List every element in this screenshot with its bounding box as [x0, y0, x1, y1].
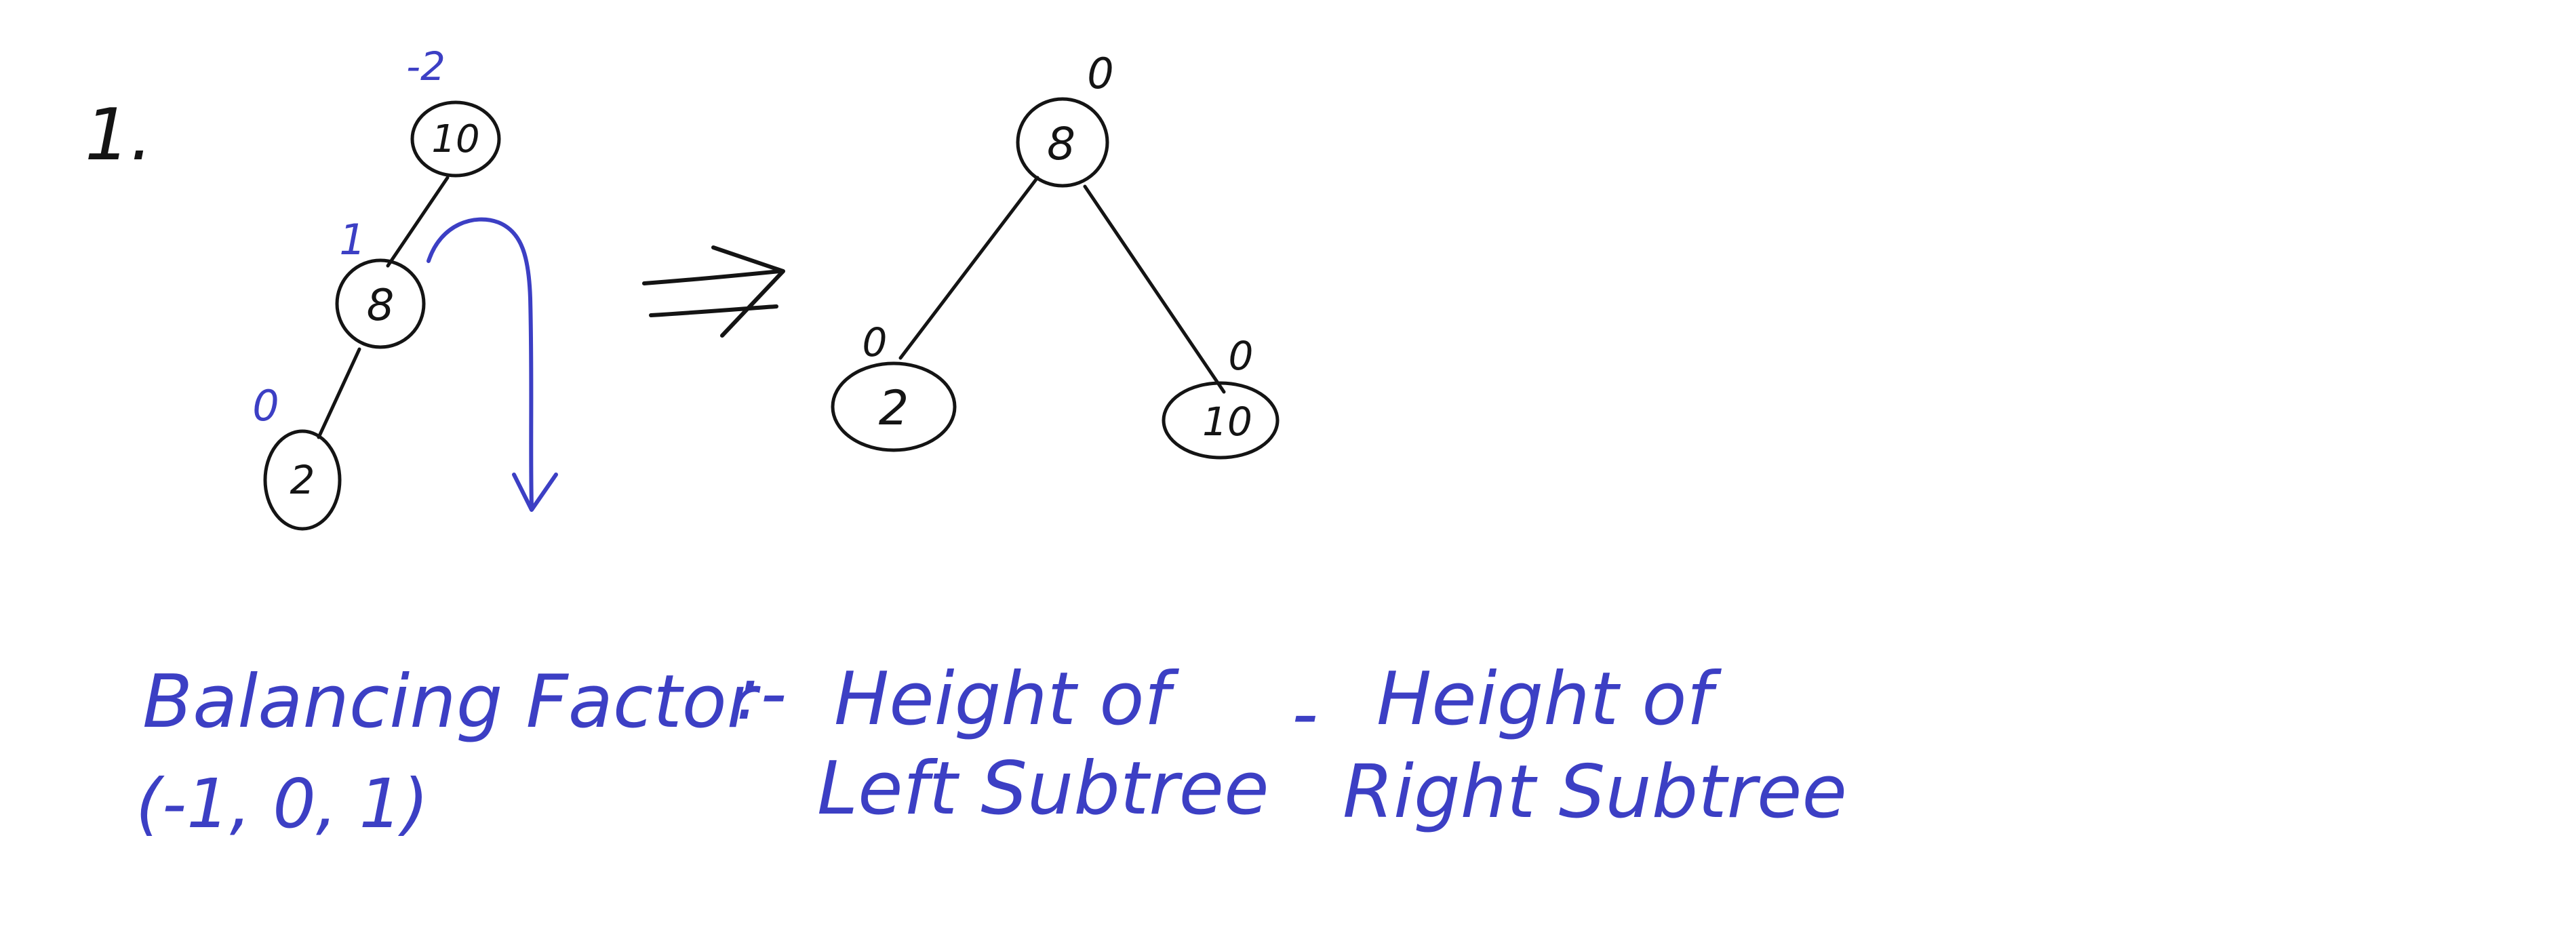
node-circle	[1016, 97, 1109, 188]
balance-label: -2	[406, 43, 445, 89]
before-node-2: 2	[263, 429, 342, 531]
note-right-line2: Right Subtree	[1343, 750, 1847, 835]
node-value: 10	[1202, 399, 1252, 445]
before-node-10: 10	[410, 100, 501, 178]
balance-label: 0	[1229, 333, 1254, 379]
after-edge-8-10	[1083, 184, 1226, 394]
implies-arrow-line-bottom	[649, 304, 778, 317]
before-node-8: 8	[335, 258, 426, 349]
node-circle	[335, 258, 426, 349]
node-value: 10	[431, 117, 479, 161]
after-node-2: 2	[831, 361, 957, 452]
balance-label: 0	[863, 319, 888, 365]
rotation-arrow-shaft	[427, 217, 534, 509]
before-tree: 10 -2 8 1 2 0	[252, 43, 558, 531]
implies-arrow-head	[711, 245, 785, 338]
problem-number: 1.	[85, 94, 153, 176]
balance-label: 0	[252, 381, 279, 431]
note-minus: -	[1292, 672, 1318, 757]
before-edge-10-8	[386, 176, 450, 268]
node-circle	[1162, 381, 1280, 460]
balancing-factor-note: Balancing Factor :- (-1, 0, 1) Height of…	[136, 652, 1847, 843]
node-value: 8	[1047, 118, 1075, 170]
rotation-arrow-head	[512, 473, 558, 512]
node-value: 2	[290, 457, 315, 503]
note-left-line1: Height of	[834, 657, 1179, 742]
after-node-10: 10	[1162, 381, 1280, 460]
note-separator: :-	[736, 652, 787, 736]
note-right-line1: Height of	[1376, 657, 1722, 742]
note-left-line2: Left Subtree	[817, 746, 1269, 831]
node-circle	[263, 429, 342, 531]
balance-label: 0	[1087, 49, 1113, 98]
rotation-arrow-icon	[427, 217, 558, 512]
node-circle	[831, 361, 957, 452]
note-range: (-1, 0, 1)	[136, 764, 429, 843]
after-tree: 8 0 2 0 10 0	[831, 49, 1280, 460]
node-value: 8	[367, 281, 395, 331]
after-node-8: 8	[1016, 97, 1109, 188]
implies-arrow-line-top	[642, 269, 782, 285]
node-value: 2	[879, 380, 909, 436]
after-edge-8-2	[898, 176, 1039, 360]
implies-arrow-icon	[642, 245, 785, 338]
node-circle	[410, 100, 501, 178]
balance-label: 1	[339, 215, 365, 264]
before-edge-8-2	[317, 347, 361, 439]
note-term: Balancing Factor	[142, 660, 761, 744]
